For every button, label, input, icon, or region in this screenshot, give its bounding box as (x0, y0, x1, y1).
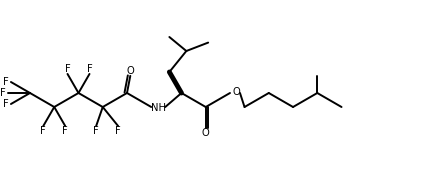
Text: F: F (0, 88, 6, 98)
Text: F: F (65, 64, 70, 74)
Text: O: O (127, 66, 134, 76)
Text: F: F (40, 126, 46, 136)
Text: F: F (62, 126, 68, 136)
Text: O: O (232, 87, 240, 97)
Text: F: F (3, 77, 9, 87)
Text: F: F (3, 99, 9, 109)
Text: F: F (115, 126, 121, 136)
Text: F: F (93, 126, 99, 136)
Text: F: F (86, 64, 92, 74)
Text: O: O (202, 128, 210, 138)
Text: NH: NH (151, 103, 166, 113)
